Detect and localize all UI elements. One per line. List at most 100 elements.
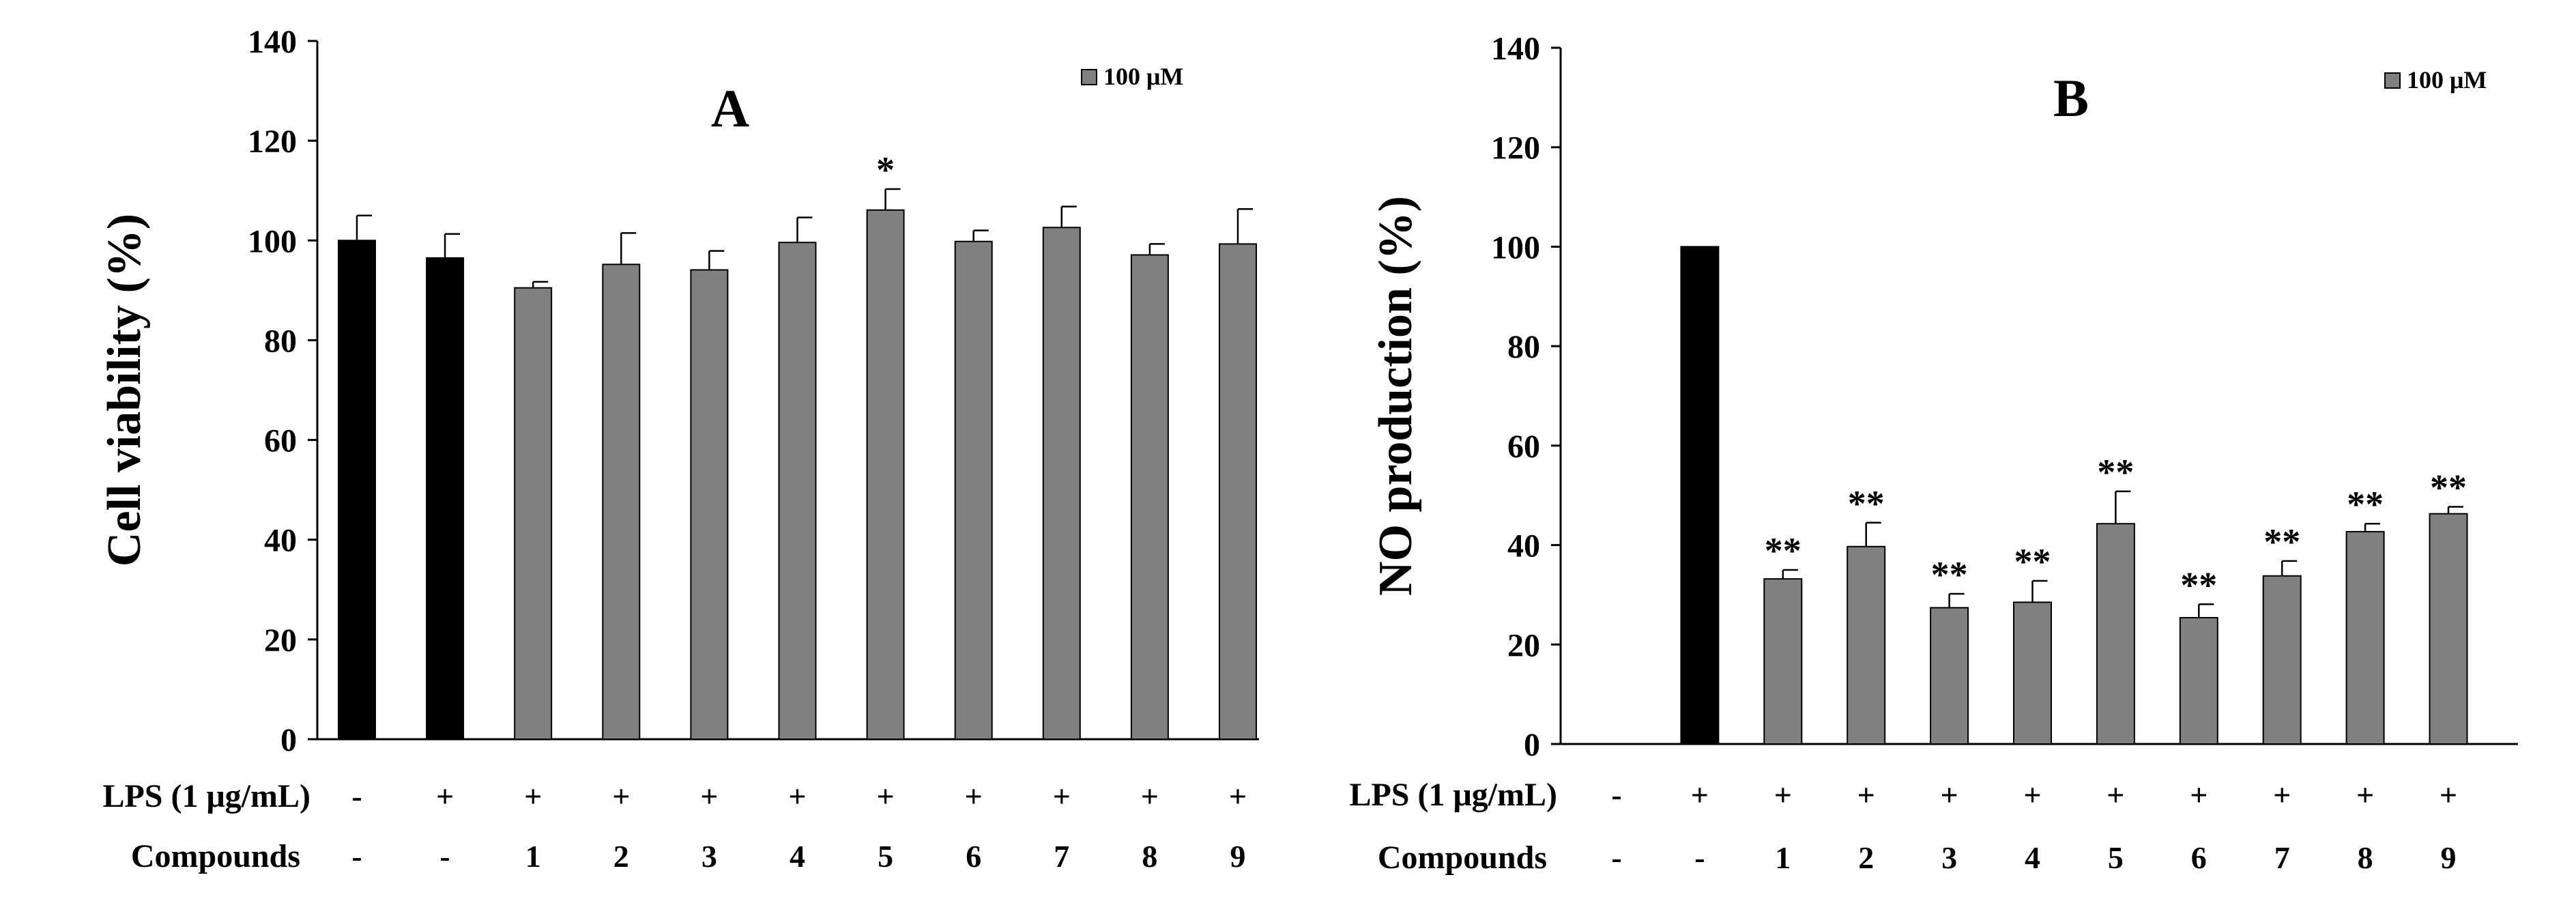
y-tick-label: 100 xyxy=(248,223,297,259)
lps-row-value: + xyxy=(2273,777,2291,812)
lps-row-value: + xyxy=(788,779,806,814)
bar-7 xyxy=(2262,575,2302,745)
y-tick-label: 140 xyxy=(1491,31,1540,67)
significance-mark: ** xyxy=(1848,483,1885,524)
legend-swatch xyxy=(1081,69,1097,85)
bar-2 xyxy=(1847,545,1886,745)
significance-mark: ** xyxy=(2180,564,2217,605)
significance-mark: ** xyxy=(2430,467,2467,508)
legend-label: 100 μM xyxy=(1103,63,1183,90)
bar-5 xyxy=(866,209,905,740)
bar-LPS xyxy=(426,257,465,740)
y-tick-label: 0 xyxy=(1524,727,1540,763)
y-tick-label: 140 xyxy=(248,24,297,60)
compound-row-value: 6 xyxy=(966,839,981,874)
compound-row-value: 3 xyxy=(1941,840,1957,875)
compound-row-value: - xyxy=(1694,840,1705,875)
lps-row-label: LPS (1 μg/mL) xyxy=(1349,777,1557,813)
bar-1 xyxy=(1763,578,1803,745)
compound-row-value: 4 xyxy=(2025,840,2040,875)
y-tick-label: 40 xyxy=(1507,528,1540,564)
y-axis-title: Cell viability (%) xyxy=(98,214,151,567)
compounds-row-label: Compounds xyxy=(1378,840,1547,876)
significance-mark: * xyxy=(876,149,895,190)
y-tick-label: 120 xyxy=(1491,130,1540,167)
legend-swatch xyxy=(2384,72,2401,89)
bar-4 xyxy=(778,242,817,740)
y-tick-label: 20 xyxy=(1507,627,1540,663)
y-tick-label: 120 xyxy=(248,124,297,160)
significance-mark: ** xyxy=(1931,554,1968,595)
significance-mark: ** xyxy=(1765,530,1801,571)
significance-mark: ** xyxy=(2014,541,2051,582)
compound-row-value: 1 xyxy=(525,839,541,874)
lps-row-value: + xyxy=(965,779,983,814)
lps-row-value: + xyxy=(2107,777,2124,812)
bar-LPS xyxy=(1680,246,1720,745)
bar-control xyxy=(338,240,376,740)
bar-4 xyxy=(2013,601,2052,745)
lps-row-value: + xyxy=(2440,777,2457,812)
bar-2 xyxy=(602,263,641,740)
lps-row-value: - xyxy=(351,779,362,814)
chart-panel-b: 0 20 40 60 80 100 120 140 NO production (%) B 100 … xyxy=(1349,31,2518,876)
compounds-row-label: Compounds xyxy=(131,838,300,874)
compound-row-value: - xyxy=(351,839,362,874)
lps-row-value: + xyxy=(876,779,894,814)
legend-label: 100 μM xyxy=(2407,66,2487,94)
bar-8 xyxy=(2345,530,2385,745)
lps-row-value: + xyxy=(436,779,454,814)
compound-row-value: 9 xyxy=(1230,839,1246,874)
compound-row-value: 4 xyxy=(790,839,805,874)
compound-row-value: 7 xyxy=(2274,840,2290,875)
bar-1 xyxy=(514,287,553,741)
compound-row-value: 9 xyxy=(2441,840,2457,875)
bar-3 xyxy=(1930,607,1969,745)
lps-row-value: + xyxy=(2190,777,2208,812)
lps-row-label: LPS (1 μg/mL) xyxy=(102,778,310,814)
y-tick-label: 40 xyxy=(264,523,297,559)
lps-row-value: + xyxy=(1141,779,1159,814)
y-tick-label: 80 xyxy=(264,323,297,359)
chart-panel-a: 0 20 40 60 80 100 120 140 Cell viability (%) A 100… xyxy=(98,24,1259,874)
lps-row-value: + xyxy=(1691,777,1709,812)
compound-row-value: 3 xyxy=(701,839,717,874)
y-tick-label: 60 xyxy=(264,423,297,459)
lps-row-value: + xyxy=(2023,777,2041,812)
y-tick-label: 80 xyxy=(1507,329,1540,365)
y-axis-title: NO production (%) xyxy=(1370,196,1422,596)
bar-3 xyxy=(690,269,729,741)
compound-row-value: 1 xyxy=(1775,840,1791,875)
compound-row-value: 7 xyxy=(1054,839,1069,874)
lps-row-value: + xyxy=(1857,777,1875,812)
compound-row-value: 8 xyxy=(2358,840,2373,875)
y-tick-label: 0 xyxy=(280,722,297,758)
panel-title: A xyxy=(711,78,749,138)
compound-row-value: 5 xyxy=(2108,840,2124,875)
compound-row-value: - xyxy=(439,839,450,874)
lps-row-value: + xyxy=(1053,779,1071,814)
lps-row-value: + xyxy=(524,779,542,814)
y-tick-label: 100 xyxy=(1491,229,1540,266)
compound-row-value: 2 xyxy=(1858,840,1874,875)
compound-row-value: 8 xyxy=(1142,839,1157,874)
compound-row-value: 2 xyxy=(613,839,629,874)
compound-row-value: 6 xyxy=(2191,840,2207,875)
bar-8 xyxy=(1130,254,1169,740)
bar-6 xyxy=(2179,616,2218,745)
lps-row-value: + xyxy=(612,779,630,814)
panel-title: B xyxy=(2053,68,2089,128)
bar-6 xyxy=(954,240,993,740)
bar-5 xyxy=(2096,523,2135,745)
bar-7 xyxy=(1042,227,1081,740)
significance-mark: ** xyxy=(2263,521,2300,562)
bar-9 xyxy=(2429,513,2468,745)
y-tick-label: 60 xyxy=(1507,429,1540,465)
significance-mark: ** xyxy=(2097,452,2134,493)
y-tick-label: 20 xyxy=(264,622,297,659)
lps-row-value: + xyxy=(1940,777,1958,812)
lps-row-value: + xyxy=(700,779,718,814)
compound-row-value: 5 xyxy=(878,839,893,874)
lps-row-value: + xyxy=(1229,779,1247,814)
